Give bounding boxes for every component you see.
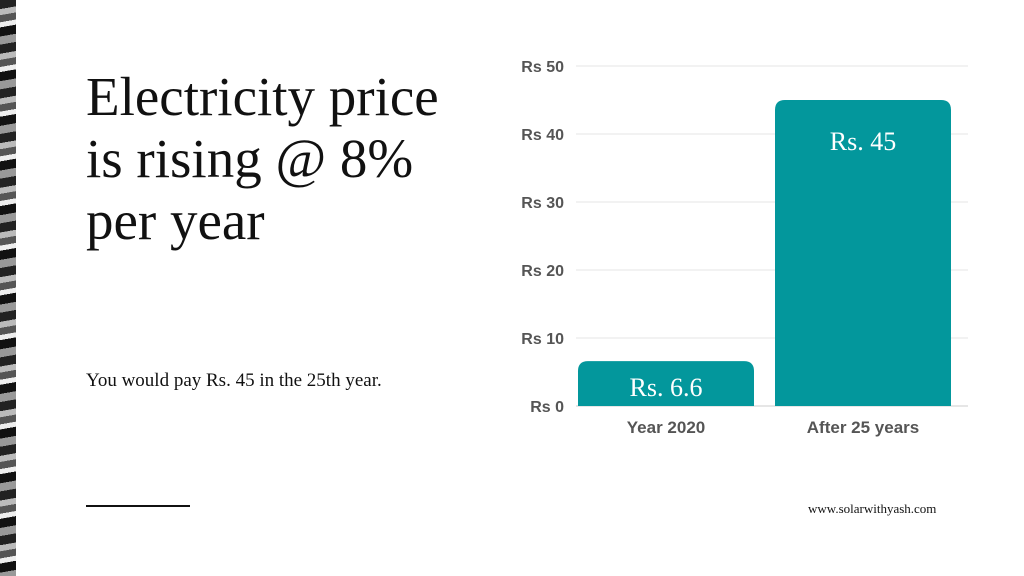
decorative-photo-strip xyxy=(0,0,16,576)
y-tick-label: Rs 0 xyxy=(530,399,564,416)
y-tick-label: Rs 10 xyxy=(521,331,564,348)
bar xyxy=(578,361,754,406)
page-title: Electricity price is rising @ 8% per yea… xyxy=(86,66,439,251)
subtitle: You would pay Rs. 45 in the 25th year. xyxy=(86,370,382,391)
y-tick-label: Rs 30 xyxy=(521,195,564,212)
data-label: Rs. 45 xyxy=(830,127,896,156)
divider xyxy=(86,505,190,507)
website-link[interactable]: www.solarwithyash.com xyxy=(808,501,937,516)
y-tick-label: Rs 40 xyxy=(521,127,564,144)
y-tick-label: Rs 20 xyxy=(521,263,564,280)
x-tick-label: After 25 years xyxy=(807,418,919,437)
y-tick-label: Rs 50 xyxy=(521,59,564,76)
bar xyxy=(775,100,951,406)
data-label: Rs. 6.6 xyxy=(630,373,703,402)
x-tick-label: Year 2020 xyxy=(627,418,705,437)
